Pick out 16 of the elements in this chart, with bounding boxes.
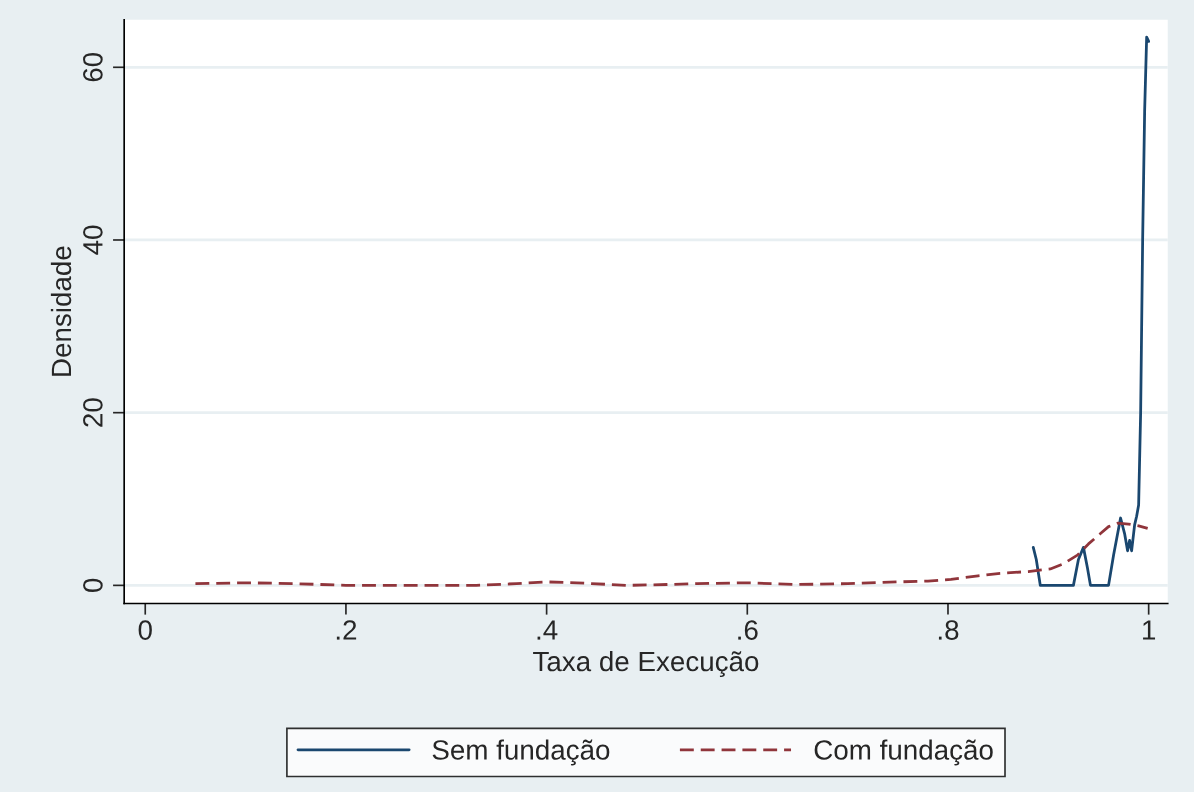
line-series: [1031, 35, 1151, 587]
y-tick-label: 60: [83, 52, 103, 82]
y-tick-label: 20: [83, 398, 103, 427]
legend-label: Com fundação: [814, 739, 993, 766]
x-tick-label: 1: [1143, 620, 1156, 640]
y-tick-label: 40: [83, 225, 103, 255]
y-tick-label: 0: [83, 578, 103, 593]
line-series: [194, 521, 1150, 587]
x-tick-label: .6: [738, 620, 758, 640]
x-tick-label: .8: [938, 620, 959, 640]
x-tick-label: 0: [138, 620, 152, 640]
legend-label: Sem fundação: [432, 739, 610, 766]
x-tick-label: .2: [336, 620, 357, 640]
y-axis-title: Densidade: [50, 246, 72, 376]
x-tick-label: .4: [537, 620, 558, 640]
x-axis-title: Taxa de Execução: [533, 650, 759, 677]
